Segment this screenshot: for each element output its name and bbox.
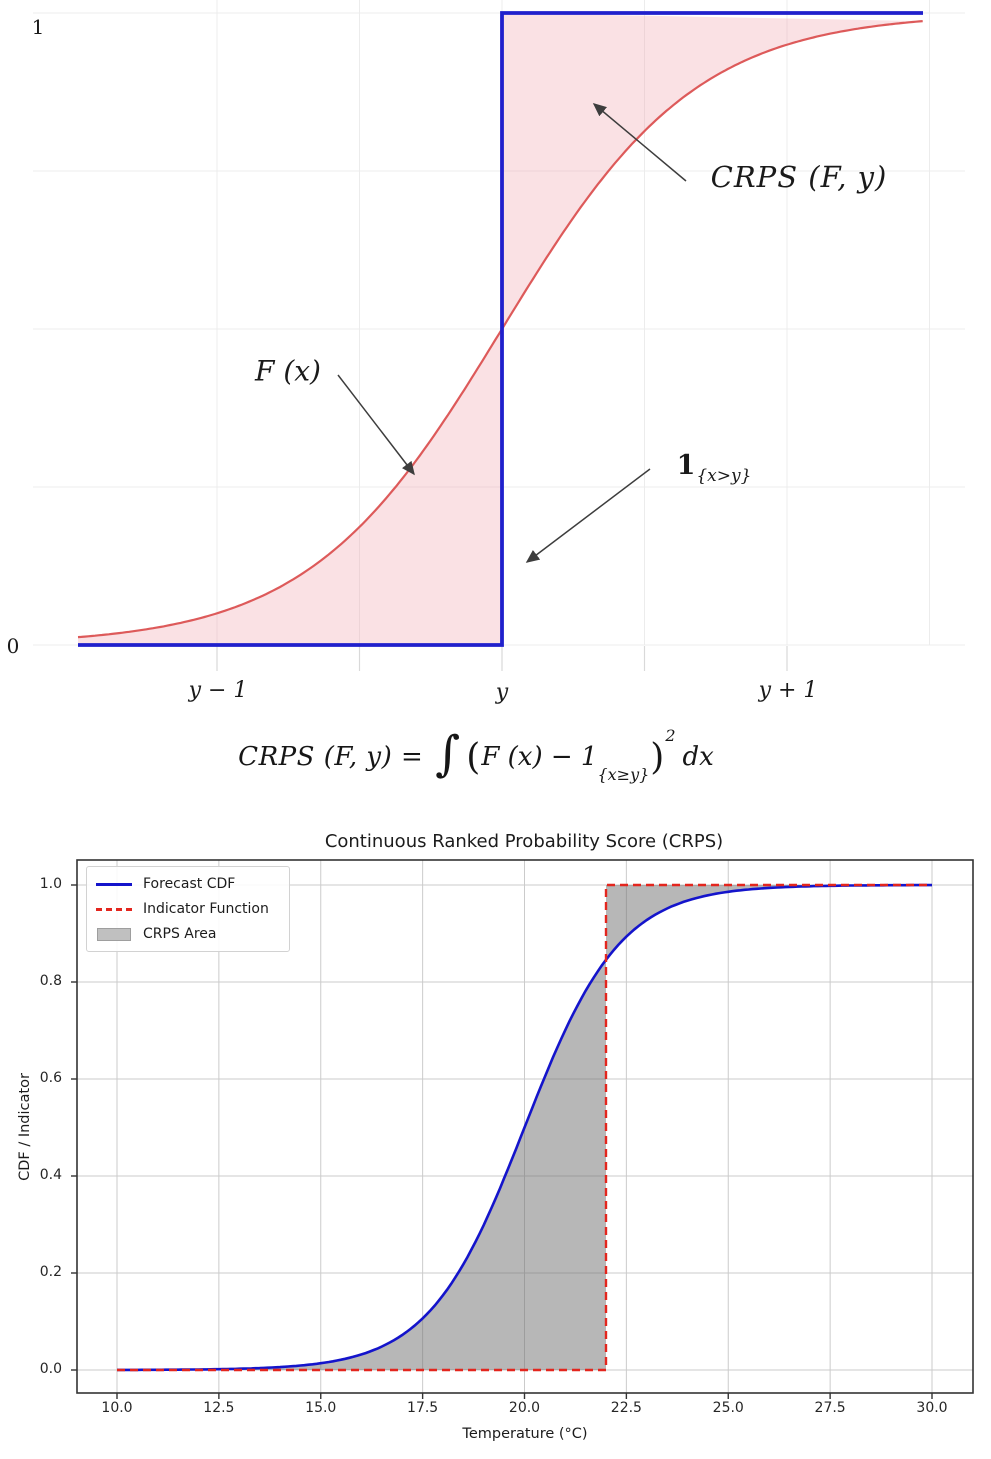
annotation-crps: CRPS (F, y) [710,160,888,194]
formula-open-paren: ( [466,736,481,778]
legend-label: Indicator Function [143,901,269,917]
legend-item: Indicator Function [96,899,279,919]
formula-lhs: CRPS (F, y) = [238,742,424,772]
top-ytick-label-0: 0 [6,634,20,658]
top-axis-ticks [216,646,788,671]
formula-exponent: 2 [665,726,676,745]
indicator-subscript: {x>y} [696,466,752,486]
crps-formula: CRPS (F, y) = ∫ ( F (x) − 1 {x≥y} ) 2 dx [0,722,952,792]
legend-item: CRPS Area [96,924,279,944]
formula-differential: dx [682,742,714,772]
formula-body: F (x) − 1 [481,742,598,772]
legend-label: Forecast CDF [143,876,236,892]
top-xtick-label-y: y [495,680,509,705]
annotation-fx: F (x) [255,354,321,388]
chart-title: Continuous Ranked Probability Score (CRP… [324,831,724,852]
legend-item: Forecast CDF [96,874,279,894]
x-axis-label: Temperature (°C) [462,1426,588,1442]
legend-solid-sample [96,882,132,886]
formula-subscript: {x≥y} [597,765,650,784]
top-chart-svg [33,0,965,671]
arrow-indicator [525,468,651,563]
top-xtick-label-y-minus-1: y − 1 [188,678,248,703]
forecast-cdf-line [117,883,932,1372]
indicator-step-line [78,11,923,647]
axis-tick-marks [71,884,933,1399]
arrow-fx [337,374,415,476]
top-grid [33,0,965,646]
indicator-function-line [117,883,932,1372]
indicator-one: 1 [676,450,696,481]
y-axis-label: CDF / Indicator [17,1073,33,1181]
bottom-chart-svg [71,859,974,1399]
arrow-crps [592,103,687,182]
integral-sign: ∫ [435,726,461,782]
legend: Forecast CDF Indicator Function CRPS Area [86,866,290,952]
top-xtick-label-y-plus-1: y + 1 [758,678,818,703]
legend-dashed-sample [96,907,132,911]
top-ytick-label-1: 1 [31,15,45,39]
formula-close-paren: ) [650,736,665,778]
legend-label: CRPS Area [143,926,217,942]
legend-patch-sample [96,927,132,941]
annotation-indicator: 1{x>y} [677,450,752,486]
